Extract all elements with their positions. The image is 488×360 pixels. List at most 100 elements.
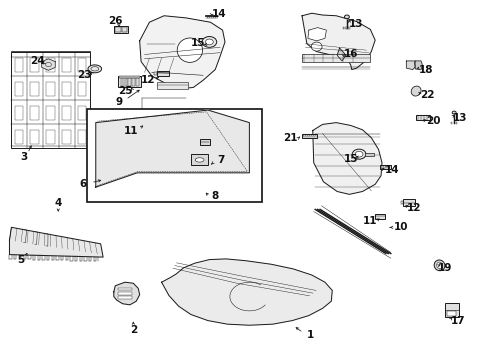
Bar bbox=[128, 78, 131, 86]
Bar bbox=[402, 199, 414, 206]
Bar bbox=[78, 107, 86, 120]
Bar bbox=[115, 27, 121, 32]
Bar bbox=[132, 78, 135, 86]
Ellipse shape bbox=[88, 65, 102, 73]
Text: 14: 14 bbox=[384, 165, 398, 175]
Bar bbox=[145, 119, 154, 126]
Text: 3: 3 bbox=[20, 152, 28, 162]
Text: 23: 23 bbox=[77, 70, 92, 80]
Text: 12: 12 bbox=[141, 75, 155, 85]
Bar bbox=[87, 109, 262, 202]
Text: 11: 11 bbox=[124, 126, 138, 135]
Polygon shape bbox=[336, 48, 345, 61]
Ellipse shape bbox=[311, 42, 322, 51]
Text: 4: 4 bbox=[55, 198, 62, 208]
Text: 15: 15 bbox=[343, 154, 357, 164]
Bar bbox=[122, 27, 127, 32]
Text: 9: 9 bbox=[115, 97, 122, 107]
Bar bbox=[118, 292, 132, 295]
Bar bbox=[15, 130, 23, 144]
Text: 13: 13 bbox=[452, 113, 467, 123]
Polygon shape bbox=[307, 28, 326, 41]
Text: 5: 5 bbox=[18, 255, 25, 265]
Polygon shape bbox=[96, 110, 249, 187]
Bar bbox=[46, 107, 55, 120]
Bar bbox=[302, 54, 369, 62]
Text: 1: 1 bbox=[306, 330, 313, 340]
Text: 6: 6 bbox=[79, 179, 86, 189]
Bar bbox=[78, 58, 86, 72]
Text: 12: 12 bbox=[406, 203, 421, 213]
Text: 15: 15 bbox=[190, 38, 205, 48]
Polygon shape bbox=[414, 61, 422, 69]
Bar bbox=[30, 82, 39, 96]
Bar bbox=[199, 139, 210, 145]
Bar bbox=[46, 58, 55, 72]
Ellipse shape bbox=[205, 39, 213, 45]
Text: 16: 16 bbox=[343, 49, 357, 59]
Bar bbox=[445, 303, 458, 317]
Bar bbox=[121, 78, 123, 86]
Bar bbox=[374, 214, 384, 219]
Bar bbox=[302, 134, 316, 138]
Bar bbox=[119, 76, 140, 78]
Text: 18: 18 bbox=[418, 64, 432, 75]
Bar bbox=[365, 153, 373, 156]
Bar bbox=[118, 288, 132, 291]
Text: 19: 19 bbox=[437, 263, 452, 273]
Polygon shape bbox=[9, 227, 103, 257]
Ellipse shape bbox=[344, 15, 348, 19]
Bar bbox=[30, 130, 39, 144]
Text: 2: 2 bbox=[129, 325, 137, 335]
Bar bbox=[30, 58, 39, 72]
Bar bbox=[62, 130, 71, 144]
Bar bbox=[415, 116, 429, 120]
Bar bbox=[400, 201, 403, 204]
Text: 26: 26 bbox=[108, 17, 122, 27]
Bar bbox=[46, 130, 55, 144]
Bar bbox=[154, 72, 157, 75]
Polygon shape bbox=[302, 13, 374, 69]
Polygon shape bbox=[41, 59, 55, 70]
Ellipse shape bbox=[202, 37, 216, 47]
Ellipse shape bbox=[410, 86, 420, 96]
Bar bbox=[78, 130, 86, 144]
Ellipse shape bbox=[451, 111, 455, 114]
Bar bbox=[157, 71, 168, 76]
Polygon shape bbox=[161, 259, 331, 325]
Bar bbox=[124, 78, 127, 86]
Ellipse shape bbox=[354, 151, 362, 157]
Bar bbox=[136, 78, 139, 86]
Text: 10: 10 bbox=[393, 222, 408, 232]
Ellipse shape bbox=[433, 260, 444, 271]
Text: 24: 24 bbox=[30, 56, 44, 66]
Bar bbox=[190, 154, 208, 165]
Bar bbox=[345, 27, 346, 30]
Bar bbox=[30, 107, 39, 120]
Bar bbox=[62, 82, 71, 96]
Bar bbox=[342, 27, 344, 30]
Bar bbox=[62, 107, 71, 120]
Text: 17: 17 bbox=[450, 316, 465, 325]
Text: 22: 22 bbox=[419, 90, 434, 100]
Bar bbox=[15, 58, 23, 72]
Bar bbox=[118, 76, 141, 87]
Bar bbox=[379, 165, 390, 168]
Bar bbox=[15, 107, 23, 120]
Bar bbox=[450, 122, 451, 125]
Polygon shape bbox=[140, 16, 224, 89]
Bar bbox=[11, 52, 90, 148]
Bar bbox=[118, 296, 132, 299]
Bar bbox=[114, 26, 128, 33]
Text: 21: 21 bbox=[283, 133, 298, 143]
Text: 25: 25 bbox=[118, 86, 132, 96]
Bar bbox=[347, 27, 349, 30]
Text: 8: 8 bbox=[211, 191, 219, 201]
Ellipse shape bbox=[177, 38, 202, 62]
Ellipse shape bbox=[436, 262, 442, 269]
Text: 14: 14 bbox=[211, 9, 226, 19]
Ellipse shape bbox=[195, 158, 203, 162]
Polygon shape bbox=[114, 282, 140, 305]
Text: 20: 20 bbox=[426, 116, 440, 126]
Bar bbox=[455, 122, 456, 125]
